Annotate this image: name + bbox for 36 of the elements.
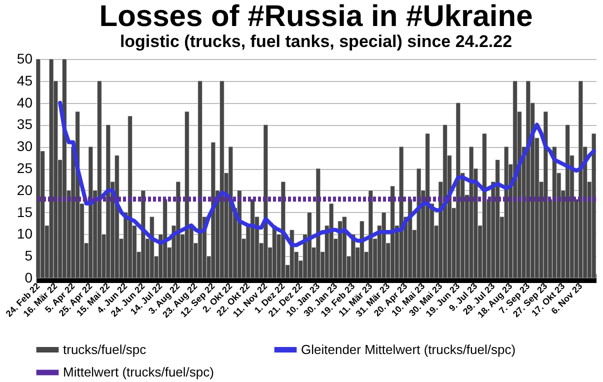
y-tick-label: 25: [16, 160, 33, 176]
bar: [398, 146, 404, 278]
bar: [316, 168, 321, 278]
y-tick-label: 50: [16, 50, 33, 66]
y-tick-label: 10: [16, 226, 33, 242]
y-tick-label: 45: [16, 72, 33, 88]
bar: [526, 80, 531, 278]
y-tick-label: 35: [16, 116, 33, 132]
chart-subtitle: logistic (trucks, fuel tanks, special) since 24.2.22: [120, 32, 512, 51]
bar: [88, 146, 94, 278]
bar: [140, 190, 146, 278]
bar: [578, 80, 584, 278]
legend-label: trucks/fuel/spc: [63, 342, 147, 357]
bar: [591, 133, 596, 278]
y-tick-label: 5: [24, 248, 33, 264]
bar: [36, 58, 41, 278]
legend-label: Gleitender Mittelwert (trucks/fuel/spc): [301, 342, 516, 357]
legend-label: Mittelwert (trucks/fuel/spc): [63, 364, 214, 380]
bar: [228, 146, 234, 278]
bar: [106, 124, 111, 278]
y-tick-label: 40: [16, 94, 33, 110]
y-tick-label: 30: [16, 138, 33, 154]
bar: [210, 142, 216, 278]
y-tick-label: 0: [24, 270, 33, 286]
bar: [328, 203, 334, 278]
y-tick-label: 20: [16, 182, 33, 198]
line-series: [58, 100, 596, 248]
bar: [381, 212, 386, 278]
bar: [176, 181, 181, 278]
bar: [456, 102, 461, 278]
bar: [368, 190, 374, 278]
y-tick-label: 15: [16, 204, 33, 220]
chart-title: Losses of #Russia in #Ukraine: [99, 0, 533, 33]
bar: [543, 111, 548, 278]
bar: [263, 124, 268, 278]
bar: [280, 181, 286, 278]
